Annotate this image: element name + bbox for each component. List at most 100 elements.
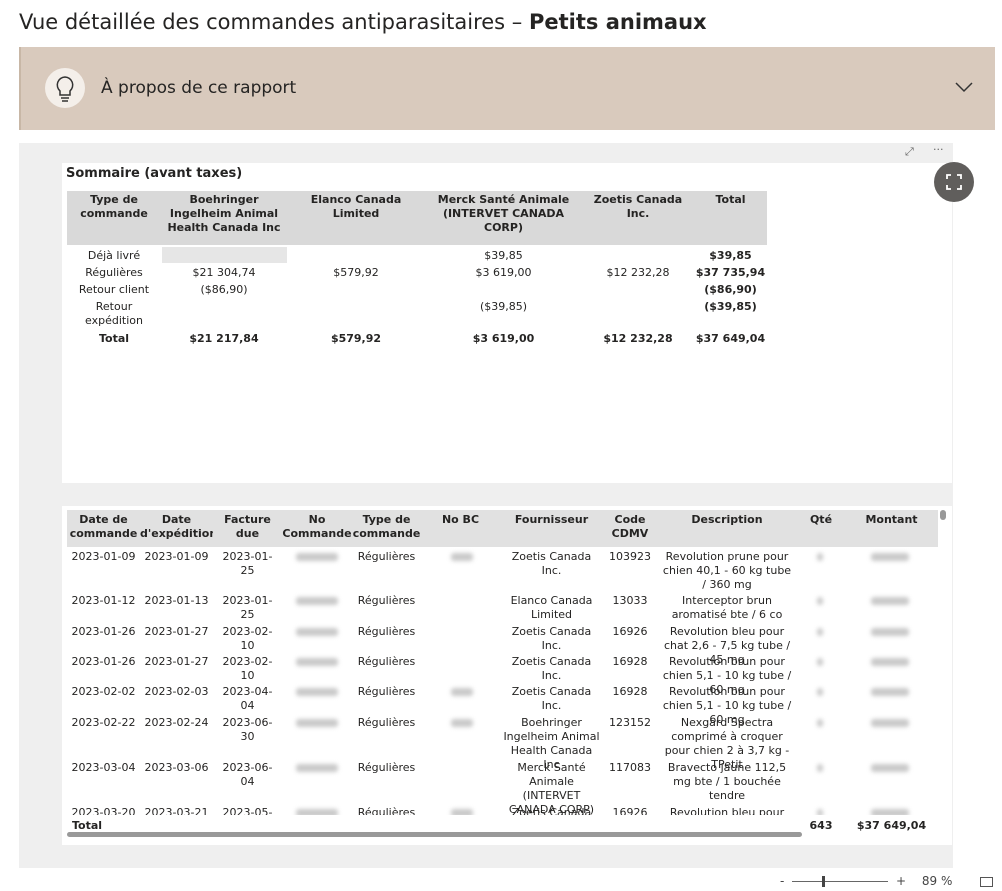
detail-cell: Revolution bleu pour chat	[669, 806, 785, 815]
about-banner[interactable]: À propos de ce rapport	[19, 47, 995, 130]
redacted	[871, 809, 909, 815]
summary-column-header: Elanco Canada Limited	[310, 193, 402, 220]
detail-cell: 2023-01-25	[222, 594, 273, 621]
summary-cell: ($86,90)	[704, 283, 757, 296]
zoom-level: 89 %	[921, 874, 953, 888]
detail-column-header: Qté	[809, 513, 833, 526]
zoom-plus[interactable]: +	[896, 874, 907, 888]
summary-header-bg	[67, 191, 767, 245]
about-label: À propos de ce rapport	[101, 78, 297, 98]
report-title: Vue détaillée des commandes antiparasita…	[19, 10, 707, 34]
summary-row-label: Régulières	[85, 266, 143, 279]
detail-cell: Régulières	[357, 716, 416, 729]
detail-column-header: Description	[691, 513, 763, 526]
summary-cell: $37 735,94	[695, 266, 766, 279]
v-scrollbar[interactable]	[940, 510, 946, 520]
summary-column-header: Boehringer Ingelheim Animal Health Canad…	[167, 193, 281, 234]
redacted	[817, 658, 823, 666]
detail-total-label: Total	[72, 819, 103, 832]
detail-cell: 2023-02-10	[222, 655, 273, 682]
chevron[interactable]	[955, 81, 973, 93]
detail-cell: Régulières	[357, 761, 416, 774]
summary-total-cell: Total	[98, 332, 130, 345]
redacted	[817, 809, 823, 815]
redacted	[871, 719, 909, 727]
detail-cell: 2023-03-21	[144, 806, 209, 815]
redacted	[451, 719, 473, 727]
detail-cell: 2023-01-27	[144, 655, 209, 668]
detail-cell: 2023-01-13	[144, 594, 209, 607]
detail-cell: 2023-05-20	[222, 806, 273, 815]
detail-cell: 2023-03-04	[71, 761, 136, 774]
redacted	[817, 553, 823, 561]
lightbulb-icon	[45, 68, 85, 108]
detail-cell: Revolution bleu pour chat 2,6 - 7,5 kg t…	[663, 625, 791, 666]
h-scrollbar[interactable]	[67, 832, 802, 837]
detail-cell: 2023-01-09	[71, 550, 136, 563]
summary-total-cell: $21 217,84	[189, 332, 259, 345]
detail-cell: 2023-06-30	[222, 716, 273, 743]
summary-cell: ($39,85)	[704, 300, 757, 313]
detail-cell: 16926	[612, 806, 648, 815]
visual-header-icons[interactable]: ⤢ ···	[905, 143, 944, 158]
detail-cell: 2023-01-27	[144, 625, 209, 638]
summary-cell: $21 304,74	[192, 266, 256, 279]
detail-cell: 13033	[612, 594, 648, 607]
redacted	[296, 688, 338, 696]
summary-total-cell: $579,92	[330, 332, 382, 345]
redacted	[871, 553, 909, 561]
focus-button[interactable]	[934, 162, 974, 202]
detail-column-header: Date d'expédition	[140, 513, 213, 540]
redacted	[871, 688, 909, 696]
summary-cell: $39,85	[709, 249, 752, 262]
detail-cell: Boehringer Ingelheim Animal Health Canad…	[503, 716, 600, 771]
redacted	[451, 688, 473, 696]
detail-cell: Régulières	[357, 625, 416, 638]
detail-column-header: Date de commande	[69, 513, 138, 540]
redacted	[296, 597, 338, 605]
detail-cell: 103923	[609, 550, 651, 563]
title-bold: Petits animaux	[528, 10, 707, 34]
detail-cell: Régulières	[357, 685, 416, 698]
redacted	[296, 809, 338, 815]
detail-cell: 2023-02-02	[71, 685, 136, 698]
detail-cell: 123152	[609, 716, 651, 729]
detail-cell: 16926	[612, 625, 648, 638]
detail-cell: 2023-02-03	[144, 685, 209, 698]
detail-cell: Zoetis Canada Inc.	[511, 655, 592, 682]
redacted	[871, 628, 909, 636]
detail-cell: Régulières	[357, 655, 416, 668]
redacted	[296, 628, 338, 636]
summary-row-label: Retour client	[78, 283, 150, 296]
detail-column-header: No Commande	[282, 513, 352, 540]
detail-column-header: Facture due	[224, 513, 271, 540]
summary-total-cell: $37 649,04	[695, 332, 766, 345]
redacted	[817, 719, 823, 727]
detail-cell: 2023-01-09	[144, 550, 209, 563]
summary-cell: $39,85	[484, 249, 523, 262]
redacted	[871, 658, 909, 666]
detail-header-bg	[67, 510, 938, 547]
summary-cell: ($39,85)	[479, 300, 528, 313]
redacted	[451, 809, 473, 815]
summary-column-header: Total	[715, 193, 746, 206]
redacted	[296, 719, 338, 727]
summary-cell: ($86,90)	[200, 283, 248, 296]
detail-cell: 2023-01-26	[71, 625, 136, 638]
zoom-bar[interactable]: - + 89 %	[780, 874, 994, 888]
title-main: Vue détaillée des commandes antiparasita…	[19, 10, 529, 34]
detail-cell: Régulières	[357, 594, 416, 607]
summary-total-cell: $12 232,28	[603, 332, 673, 345]
detail-cell: Régulières	[357, 550, 416, 563]
redacted	[817, 688, 823, 696]
redacted	[871, 597, 909, 605]
detail-cell: 117083	[609, 761, 651, 774]
detail-cell: 2023-03-06	[144, 761, 209, 774]
summary-column-header: Merck Santé Animale (INTERVET CANADA COR…	[437, 193, 570, 234]
zoom-minus[interactable]: -	[780, 874, 785, 888]
redacted	[817, 764, 823, 772]
detail-cell: Bravecto jaune 112,5 mg bte / 1 bouchée …	[667, 761, 787, 802]
summary-row-label: Déjà livré	[87, 249, 141, 262]
detail-cell: Merck Santé Animale (INTERVET CANADA COR…	[508, 761, 595, 815]
detail-body: 2023-01-09 2023-01-09 2023-01-25 Régulières…	[67, 547, 938, 815]
